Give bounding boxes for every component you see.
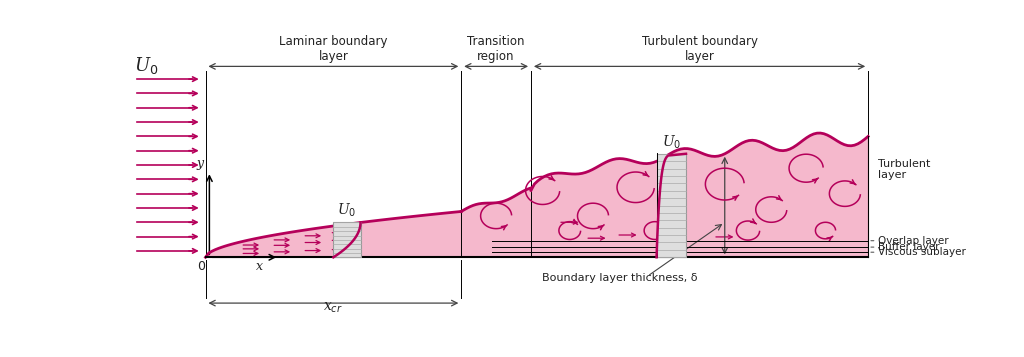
Text: Turbulent
layer: Turbulent layer [879, 159, 931, 180]
Text: Laminar boundary
layer: Laminar boundary layer [280, 35, 388, 63]
Text: Boundary layer thickness, δ: Boundary layer thickness, δ [543, 273, 698, 283]
Bar [656, 154, 686, 257]
Text: U$_0$: U$_0$ [662, 133, 681, 151]
Text: x: x [256, 260, 263, 273]
Text: U$_0$: U$_0$ [337, 202, 356, 219]
Text: 0: 0 [198, 260, 206, 273]
Text: Transition
region: Transition region [467, 35, 525, 63]
Text: x$_{cr}$: x$_{cr}$ [324, 301, 343, 315]
Text: Turbulent boundary
layer: Turbulent boundary layer [642, 35, 758, 63]
Text: y: y [197, 157, 204, 170]
Bar [334, 222, 360, 257]
Text: Buffer layer: Buffer layer [879, 242, 940, 252]
Text: Overlap layer: Overlap layer [879, 236, 949, 246]
Text: U$_0$: U$_0$ [134, 55, 159, 76]
Text: Viscous sublayer: Viscous sublayer [879, 247, 966, 257]
Polygon shape [206, 133, 868, 257]
